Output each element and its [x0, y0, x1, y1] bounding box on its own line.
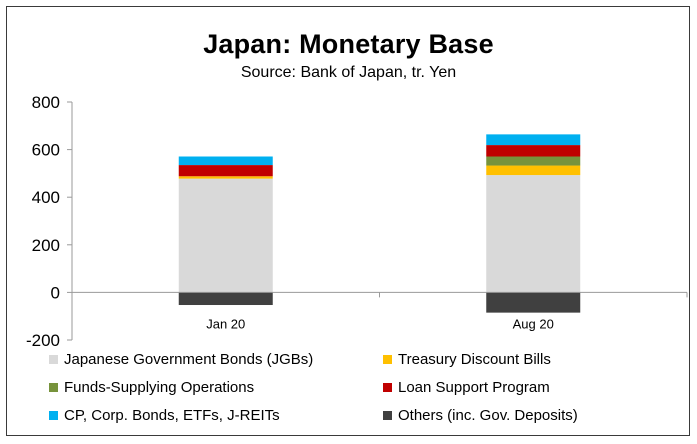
y-tick-label: -200 [26, 331, 60, 350]
legend-swatch [49, 383, 58, 392]
bar-segment-3-aug-20 [486, 156, 581, 166]
bar-segment-6-jan-20 [178, 292, 273, 306]
legend-label: Others (inc. Gov. Deposits) [398, 407, 578, 424]
bar-segment-2-jan-20 [178, 176, 273, 179]
legend-label: Japanese Government Bonds (JGBs) [64, 351, 314, 368]
legend-swatch [383, 355, 392, 364]
x-tick-label: Jan 20 [206, 316, 245, 331]
legend-item: Japanese Government Bonds (JGBs) [49, 351, 313, 368]
bar-segment-4-aug-20 [486, 145, 581, 157]
legend-item: Others (inc. Gov. Deposits) [383, 407, 578, 424]
chart-title: Japan: Monetary Base [203, 29, 494, 59]
y-tick-label: 600 [32, 141, 60, 160]
legend-item: Loan Support Program [383, 379, 550, 396]
legend-swatch [49, 355, 58, 364]
legend-label: Loan Support Program [398, 379, 550, 396]
bar-segment-5-jan-20 [178, 156, 273, 166]
chart-subtitle: Source: Bank of Japan, tr. Yen [240, 64, 457, 81]
bar-segment-1-jan-20 [178, 178, 273, 293]
legend-swatch [49, 411, 58, 420]
legend-item: CP, Corp. Bonds, ETFs, J-REITs [49, 407, 280, 424]
y-tick-label: 400 [32, 188, 60, 207]
legend-swatch [383, 383, 392, 392]
y-tick-label: 200 [32, 236, 60, 255]
bar-segment-5-aug-20 [486, 134, 581, 146]
y-tick-label: 800 [32, 93, 60, 112]
bar-segment-2-aug-20 [486, 165, 581, 176]
bar-segment-6-aug-20 [486, 292, 581, 313]
legend-item: Funds-Supplying Operations [49, 379, 254, 396]
legend-swatch [383, 411, 392, 420]
legend-label: CP, Corp. Bonds, ETFs, J-REITs [64, 407, 280, 424]
y-tick-label: 0 [51, 283, 60, 302]
bar-segment-1-aug-20 [486, 175, 581, 293]
legend-label: Funds-Supplying Operations [64, 379, 255, 396]
legend-item: Treasury Discount Bills [383, 351, 551, 368]
x-tick-label: Aug 20 [513, 316, 554, 331]
legend-label: Treasury Discount Bills [398, 351, 551, 368]
bar-segment-4-jan-20 [178, 165, 273, 177]
